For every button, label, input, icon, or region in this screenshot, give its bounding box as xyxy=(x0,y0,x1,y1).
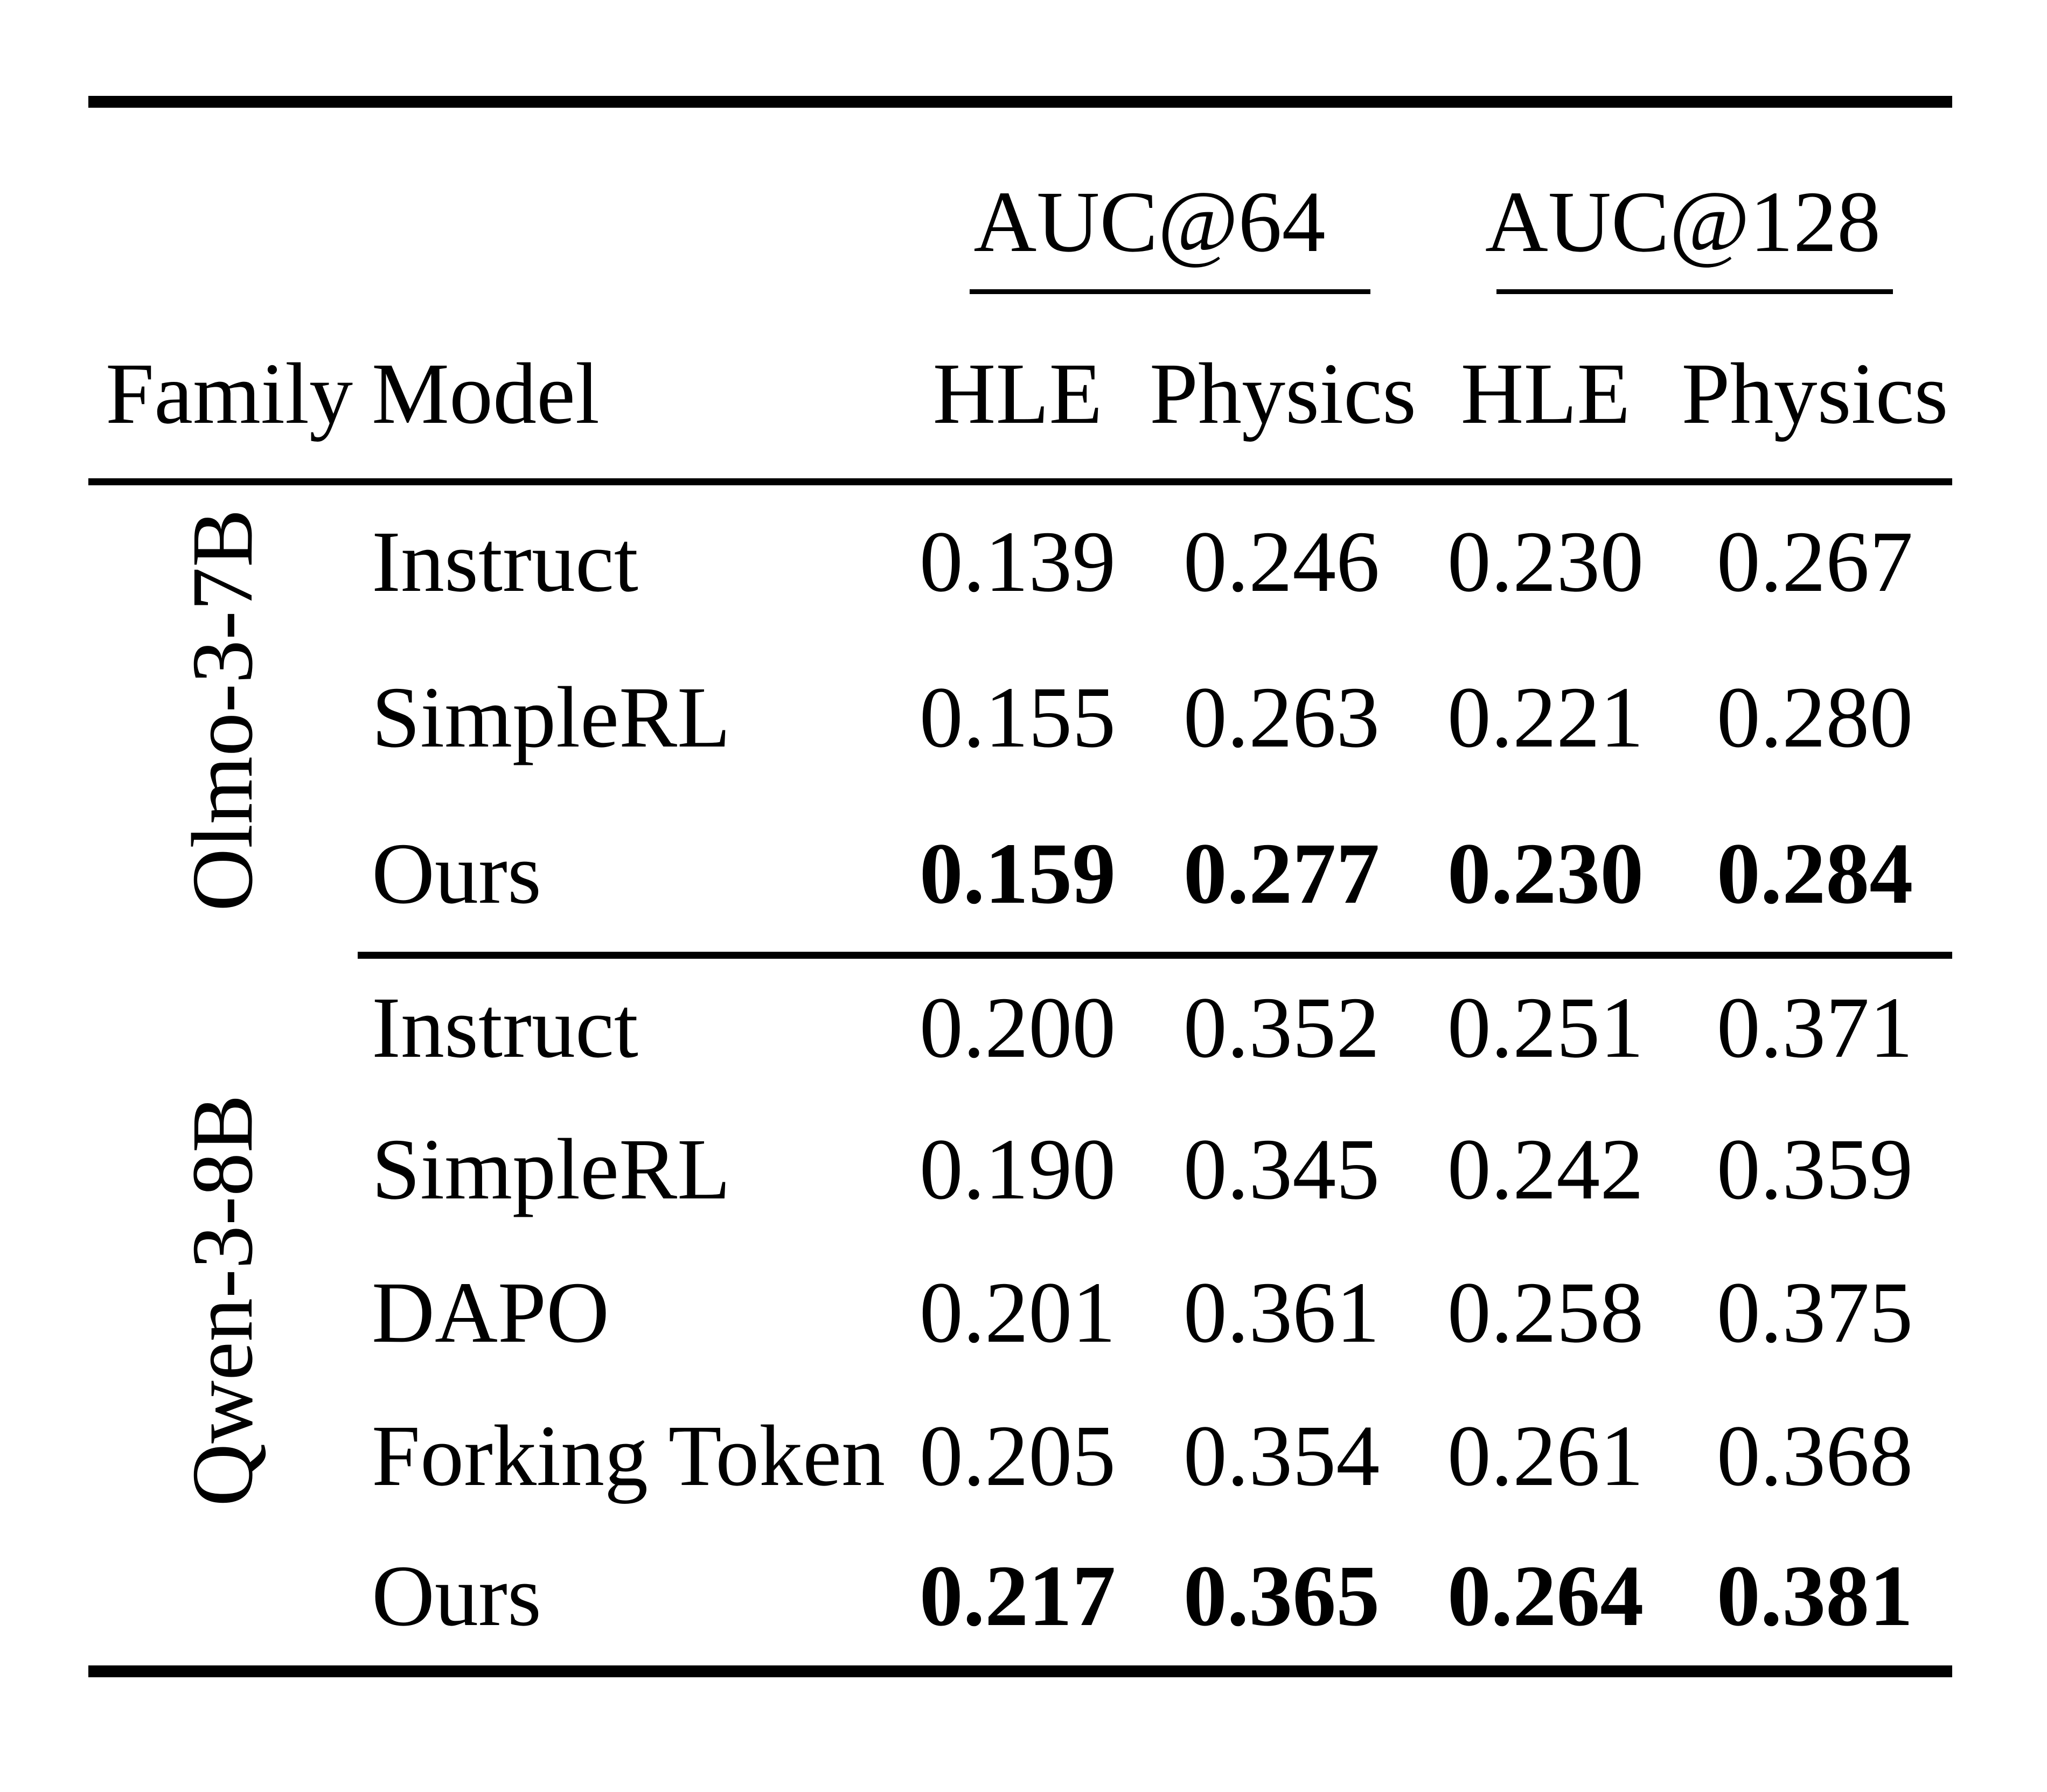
group-header-auc128: AUC@128 xyxy=(1414,102,1952,294)
value-cell: 0.361 xyxy=(1183,1264,1380,1361)
model-label: SimpleRL xyxy=(372,1121,731,1218)
value-cell: 0.139 xyxy=(919,513,1116,610)
metric-group-header-row: AUC@64 AUC@128 xyxy=(88,102,1952,294)
table-row: Forking Token 0.205 0.354 0.261 0.368 xyxy=(88,1385,1952,1528)
value-cell: 0.277 xyxy=(1150,797,1414,959)
model-label: SimpleRL xyxy=(372,670,731,766)
model-label: Ours xyxy=(372,1548,541,1645)
results-table-container: AUC@64 AUC@128 Family Model HLE Physics … xyxy=(88,96,1953,1677)
column-header-physics-64: Physics xyxy=(1150,294,1416,485)
value-cell: 0.155 xyxy=(919,670,1116,766)
cmidrule-auc64 xyxy=(970,289,1371,294)
value-cell: 0.242 xyxy=(1447,1121,1644,1218)
value-cell: 0.359 xyxy=(1716,1121,1913,1218)
group-qwen: Qwen-3-8B Instruct 0.200 0.352 0.251 0.3… xyxy=(88,955,1952,1671)
value-cell: 0.345 xyxy=(1183,1121,1380,1218)
column-header-model: Model xyxy=(358,294,886,485)
column-header-family: Family xyxy=(88,294,358,485)
header-spacer xyxy=(88,102,886,294)
column-header-row: Family Model HLE Physics HLE Physics xyxy=(88,294,1953,485)
family-label-qwen-text: Qwen-3-8B xyxy=(175,1094,271,1507)
model-label: DAPO xyxy=(372,1264,610,1361)
column-header-physics-128: Physics xyxy=(1677,294,1953,485)
value-cell: 0.375 xyxy=(1716,1264,1913,1361)
table-row-ours: Ours 0.217 0.365 0.264 0.381 xyxy=(88,1528,1952,1671)
value-cell: 0.159 xyxy=(886,797,1150,959)
cmidrule-auc128 xyxy=(1496,289,1893,294)
table-row: Qwen-3-8B Instruct 0.200 0.352 0.251 0.3… xyxy=(88,955,1952,1507)
value-cell: 0.354 xyxy=(1183,1407,1380,1504)
results-table: AUC@64 AUC@128 Family Model HLE Physics … xyxy=(88,96,1953,1677)
model-label: Forking Token xyxy=(372,1407,886,1504)
value-cell: 0.381 xyxy=(1716,1548,1913,1645)
value-cell: 0.261 xyxy=(1447,1407,1644,1504)
table-row: Olmo-3-7B Instruct 0.139 0.246 0.230 0.2… xyxy=(88,482,1952,911)
value-cell: 0.368 xyxy=(1716,1407,1913,1504)
table-header: AUC@64 AUC@128 Family Model HLE Physics … xyxy=(88,102,1953,485)
value-cell: 0.251 xyxy=(1447,980,1644,1077)
family-label-olmo: Olmo-3-7B xyxy=(88,482,358,955)
table-row-ours: Ours 0.159 0.277 0.230 0.284 xyxy=(88,797,1953,959)
value-cell: 0.201 xyxy=(919,1264,1116,1361)
value-cell: 0.267 xyxy=(1716,513,1913,610)
table-row: SimpleRL 0.155 0.263 0.221 0.280 xyxy=(88,639,1952,797)
group-header-auc64-label: AUC@64 xyxy=(973,173,1326,270)
table-row: SimpleRL 0.190 0.345 0.242 0.359 xyxy=(88,1098,1952,1242)
group-header-auc64: AUC@64 xyxy=(886,102,1414,294)
model-label: Instruct xyxy=(372,513,638,610)
value-cell: 0.263 xyxy=(1183,670,1380,766)
value-cell: 0.352 xyxy=(1183,980,1380,1077)
value-cell: 0.230 xyxy=(1447,513,1644,610)
value-cell: 0.217 xyxy=(919,1548,1116,1645)
table-row: DAPO 0.201 0.361 0.258 0.375 xyxy=(88,1242,1952,1385)
model-label: Instruct xyxy=(372,980,638,1077)
group-header-auc128-label: AUC@128 xyxy=(1485,173,1881,270)
value-cell: 0.246 xyxy=(1183,513,1380,610)
family-label-qwen: Qwen-3-8B xyxy=(88,955,358,1671)
value-cell: 0.280 xyxy=(1716,670,1913,766)
value-cell: 0.205 xyxy=(919,1407,1116,1504)
value-cell: 0.258 xyxy=(1447,1264,1644,1361)
group-olmo: Olmo-3-7B Instruct 0.139 0.246 0.230 0.2… xyxy=(88,482,1953,959)
value-cell: 0.200 xyxy=(919,980,1116,1077)
value-cell: 0.190 xyxy=(919,1121,1116,1218)
value-cell: 0.264 xyxy=(1447,1548,1644,1645)
value-cell: 0.284 xyxy=(1677,797,1953,959)
value-cell: 0.230 xyxy=(1414,797,1678,959)
column-header-hle-128: HLE xyxy=(1414,294,1678,485)
family-label-olmo-text: Olmo-3-7B xyxy=(175,509,271,912)
model-label: Ours xyxy=(358,797,886,959)
column-header-hle-64: HLE xyxy=(886,294,1150,485)
value-cell: 0.371 xyxy=(1716,980,1913,1077)
value-cell: 0.365 xyxy=(1183,1548,1380,1645)
value-cell: 0.221 xyxy=(1447,670,1644,766)
